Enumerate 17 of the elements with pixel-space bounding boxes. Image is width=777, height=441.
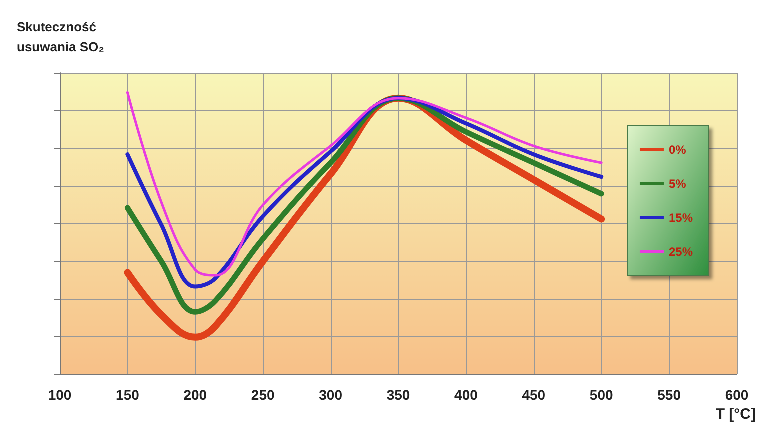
- legend-label: 5%: [668, 177, 687, 191]
- x-tick-label: 550: [658, 387, 682, 403]
- x-tick-label: 250: [251, 387, 275, 403]
- legend-label: 25%: [668, 245, 694, 259]
- x-tick-label: 100: [48, 387, 72, 403]
- x-tick-label: 300: [319, 387, 343, 403]
- x-tick-label: 500: [590, 387, 614, 403]
- x-tick-label: 200: [184, 387, 208, 403]
- x-axis-title: T [°C]: [716, 406, 756, 423]
- legend-label: 0%: [668, 143, 687, 157]
- x-tick-label: 400: [454, 387, 478, 403]
- x-tick-label: 150: [116, 387, 140, 403]
- y-axis-title: Skuteczność usuwania SO₂: [17, 20, 105, 54]
- x-tick-label: 350: [386, 387, 410, 403]
- x-tick-label: 450: [522, 387, 546, 403]
- x-tick-label: 600: [725, 387, 749, 403]
- legend-label: 15%: [668, 211, 694, 225]
